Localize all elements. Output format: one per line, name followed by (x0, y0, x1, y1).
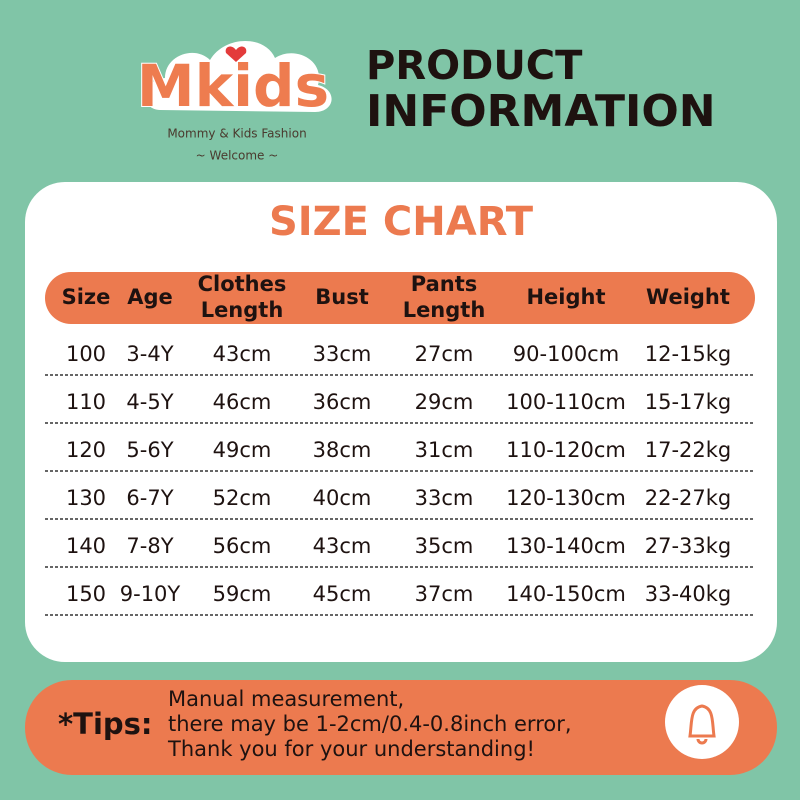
table-cell: 120-130cm (506, 486, 626, 510)
table-cell: 43cm (313, 534, 372, 558)
table-cell: 59cm (213, 582, 272, 606)
table-cell: 33cm (415, 486, 474, 510)
table-cell: 36cm (313, 390, 372, 414)
table-cell: 7-8Y (126, 534, 173, 558)
bell-icon (688, 704, 716, 745)
table-cell: 17-22kg (645, 438, 732, 462)
column-header: Length (201, 298, 284, 322)
table-cell: 29cm (415, 390, 474, 414)
header-pill (45, 272, 755, 324)
column-header: Length (403, 298, 486, 322)
tips-line: Manual measurement, (168, 687, 404, 711)
tips-line: Thank you for your understanding! (167, 737, 535, 761)
table-cell: 110 (66, 390, 106, 414)
column-header: Clothes (198, 272, 287, 296)
table-cell: 120 (66, 438, 106, 462)
logo-tagline: Mommy & Kids Fashion (167, 127, 306, 141)
table-cell: 27cm (415, 342, 474, 366)
column-header: Age (127, 285, 173, 309)
table-cell: 15-17kg (645, 390, 732, 414)
column-header: Weight (646, 285, 730, 309)
table-cell: 49cm (213, 438, 272, 462)
logo-cloud (145, 40, 332, 112)
table-cell: 90-100cm (513, 342, 619, 366)
table-cell: 45cm (313, 582, 372, 606)
column-header: Height (526, 285, 605, 309)
bell-circle (665, 685, 739, 759)
table-cell: 140-150cm (506, 582, 626, 606)
table-cell: 31cm (415, 438, 474, 462)
logo-welcome: ~ Welcome ~ (196, 149, 279, 163)
table-cell: 37cm (415, 582, 474, 606)
table-cell: 33-40kg (645, 582, 732, 606)
table-title: SIZE CHART (269, 199, 534, 245)
table-cell: 130-140cm (506, 534, 626, 558)
table-cell: 150 (66, 582, 106, 606)
table-cell: 46cm (213, 390, 272, 414)
table-cell: 22-27kg (645, 486, 732, 510)
column-header: Pants (411, 272, 478, 296)
tips-bar (25, 680, 777, 775)
title-line: PRODUCT (366, 43, 583, 89)
table-cell: 38cm (313, 438, 372, 462)
table-cell: 40cm (313, 486, 372, 510)
table-cell: 100-110cm (506, 390, 626, 414)
column-header: Bust (315, 285, 369, 309)
table-cell: 100 (66, 342, 106, 366)
table-cell: 3-4Y (126, 342, 173, 366)
table-cell: 52cm (213, 486, 272, 510)
table-cell: 27-33kg (645, 534, 732, 558)
table-cell: 140 (66, 534, 106, 558)
table-cell: 43cm (213, 342, 272, 366)
table-cell: 56cm (213, 534, 272, 558)
table-cell: 130 (66, 486, 106, 510)
logo-heart (225, 46, 247, 62)
tips-line: there may be 1-2cm/0.4-0.8inch error, (168, 712, 572, 736)
logo-brand: Mkids (137, 52, 329, 120)
table-cell: 9-10Y (120, 582, 181, 606)
table-cell: 5-6Y (126, 438, 173, 462)
table-cell: 12-15kg (645, 342, 732, 366)
tips-label: *Tips: (58, 707, 153, 741)
table-cell: 4-5Y (126, 390, 173, 414)
table-cell: 33cm (313, 342, 372, 366)
title-line: INFORMATION (366, 86, 716, 137)
table-cell: 6-7Y (126, 486, 173, 510)
table-cell: 110-120cm (506, 438, 626, 462)
column-header: Size (62, 285, 111, 309)
table-cell: 35cm (415, 534, 474, 558)
